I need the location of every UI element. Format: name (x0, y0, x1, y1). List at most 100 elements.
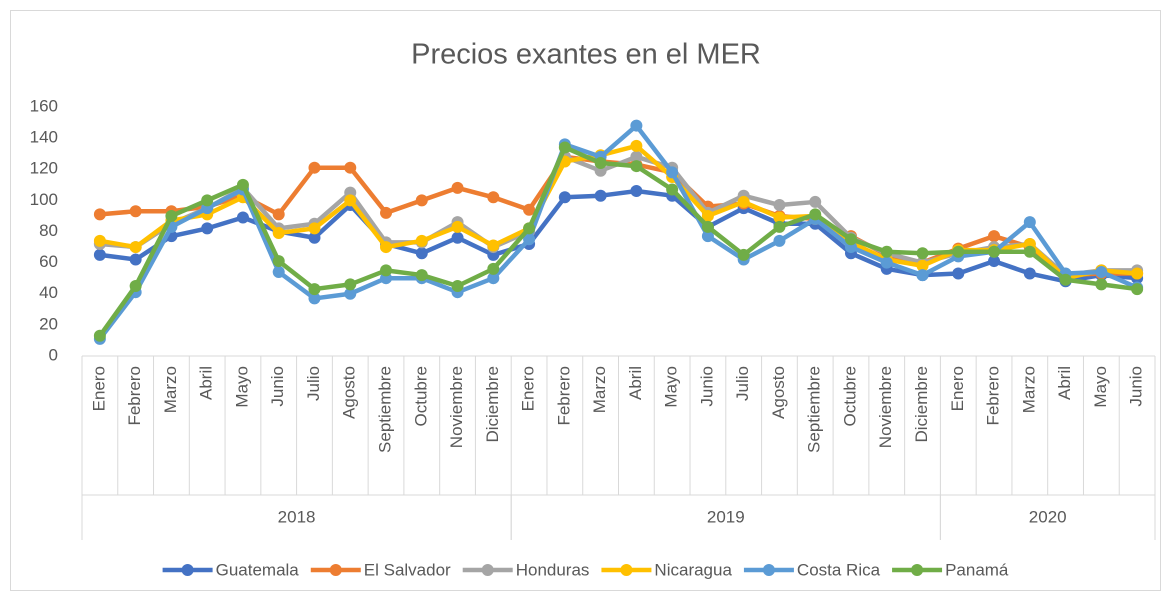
data-point (308, 283, 321, 296)
data-point (451, 279, 464, 292)
data-point (630, 160, 643, 173)
x-tick-label: Diciembre (483, 366, 502, 443)
data-point (129, 205, 142, 218)
data-point (272, 208, 285, 221)
data-point (809, 208, 822, 221)
data-point (988, 255, 1001, 268)
data-point (1131, 267, 1144, 280)
data-point (594, 189, 607, 202)
data-point (773, 211, 786, 224)
x-tick-label: Julio (733, 366, 752, 401)
data-point (988, 230, 1001, 243)
x-tick-label: Enero (519, 366, 538, 411)
data-point (415, 247, 428, 260)
data-point (415, 269, 428, 282)
data-point (487, 262, 500, 275)
data-point (630, 150, 643, 163)
data-point (630, 139, 643, 152)
data-point (129, 253, 142, 266)
x-tick-label: Mayo (662, 366, 681, 408)
data-point (451, 231, 464, 244)
series-line (98, 123, 1139, 341)
data-point (415, 234, 428, 247)
data-point (773, 199, 786, 212)
data-point (737, 248, 750, 261)
legend-label: Panamá (945, 560, 1009, 579)
x-tick-label: Febrero (984, 366, 1003, 426)
legend-item: Nicaragua (601, 560, 732, 579)
data-point (344, 161, 357, 174)
y-tick-label: 60 (39, 252, 58, 271)
x-tick-label: Septiembre (376, 366, 395, 453)
x-tick-label: Octubre (840, 366, 859, 426)
legend-item: Costa Rica (743, 560, 881, 579)
x-tick-label: Abril (1055, 366, 1074, 400)
data-point (701, 209, 714, 222)
x-tick-label: Enero (89, 366, 108, 411)
data-point (523, 203, 536, 216)
x-tick-label: Noviembre (876, 366, 895, 448)
data-point (165, 209, 178, 222)
data-point (594, 157, 607, 170)
x-tick-label: Junio (1127, 366, 1146, 407)
legend-marker (620, 564, 633, 576)
data-point (344, 194, 357, 207)
legend-marker (762, 564, 775, 576)
data-point (523, 222, 536, 235)
legend-marker (911, 564, 924, 576)
group-label: 2018 (278, 507, 316, 526)
data-point (272, 227, 285, 240)
data-point (737, 195, 750, 208)
x-tick-label: Julio (304, 366, 323, 401)
data-point (916, 269, 929, 282)
chart-border (10, 10, 1161, 591)
data-point (666, 183, 679, 196)
data-point (272, 255, 285, 268)
data-point (236, 211, 249, 224)
y-tick-label: 160 (30, 96, 58, 115)
data-point (666, 166, 679, 179)
legend-label: Costa Rica (797, 560, 881, 579)
data-point (701, 220, 714, 233)
data-point (1131, 283, 1144, 296)
x-tick-label: Marzo (161, 366, 180, 413)
x-tick-label: Mayo (232, 366, 251, 408)
x-tick-label: Junio (268, 366, 287, 407)
legend-marker (181, 564, 194, 576)
data-point (523, 233, 536, 246)
y-tick-label: 100 (30, 190, 58, 209)
data-point (201, 194, 214, 207)
legend-label: El Salvador (364, 560, 451, 579)
data-point (1023, 245, 1036, 258)
legend-label: Nicaragua (654, 560, 732, 579)
group-label: 2020 (1029, 507, 1067, 526)
data-point (451, 220, 464, 233)
data-point (952, 245, 965, 258)
y-tick-label: 140 (30, 128, 58, 147)
x-tick-label: Agosto (340, 366, 359, 419)
data-point (988, 245, 1001, 258)
data-point (630, 119, 643, 132)
data-point (487, 191, 500, 204)
x-tick-label: Abril (626, 366, 645, 400)
data-point (380, 241, 393, 254)
data-point (1095, 278, 1108, 291)
data-point (558, 191, 571, 204)
data-point (558, 141, 571, 154)
x-tick-label: Octubre (411, 366, 430, 426)
legend-marker (481, 564, 494, 576)
data-point (1023, 267, 1036, 280)
data-point (380, 264, 393, 277)
x-tick-label: Diciembre (912, 366, 931, 443)
data-point (129, 241, 142, 254)
data-point (93, 208, 106, 221)
data-point (236, 178, 249, 191)
y-tick-label: 80 (39, 221, 58, 240)
y-tick-label: 20 (39, 314, 58, 333)
data-point (451, 181, 464, 194)
data-point (308, 292, 321, 305)
y-tick-label: 120 (30, 159, 58, 178)
data-point (809, 195, 822, 208)
x-tick-label: Septiembre (805, 366, 824, 453)
